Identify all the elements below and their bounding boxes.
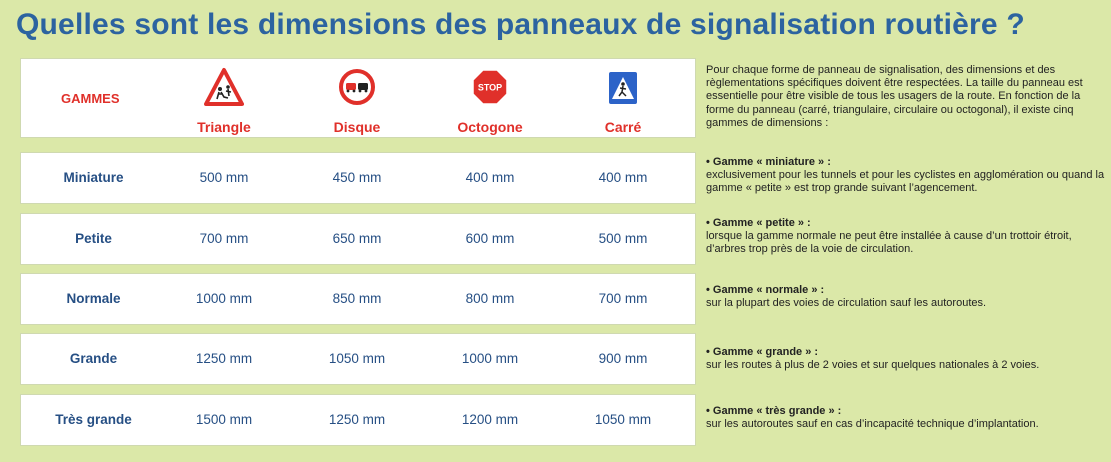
cell-disque: 1250 mm	[328, 412, 386, 427]
table-row: Normale 1000 mm 850 mm 800 mm 700 mm	[20, 273, 696, 325]
column-name: Octogone	[457, 119, 523, 135]
table-row: Grande 1250 mm 1050 mm 1000 mm 900 mm	[20, 333, 696, 385]
note-text: sur les autoroutes sauf en cas d’incapac…	[706, 418, 1039, 431]
cell-disque: 1050 mm	[328, 351, 386, 366]
cell-octogone: 400 mm	[465, 170, 515, 185]
note-normale: • Gamme « normale » : sur la plupart des…	[706, 284, 1106, 310]
cell-carre: 700 mm	[598, 291, 648, 306]
cell-disque: 850 mm	[332, 291, 382, 306]
octagon-stop-sign-icon: STOP	[472, 69, 508, 105]
page-title: Quelles sont les dimensions des panneaux…	[16, 8, 1025, 41]
cell-carre: 900 mm	[598, 351, 648, 366]
cell-triangle: 1500 mm	[195, 412, 253, 427]
disc-no-overtaking-sign-icon	[339, 69, 375, 105]
cell-carre: 1050 mm	[594, 412, 652, 427]
cell-carre: 400 mm	[598, 170, 648, 185]
cell-octogone: 1000 mm	[461, 351, 519, 366]
intro-paragraph: Pour chaque forme de panneau de signalis…	[706, 64, 1083, 129]
note-text: lorsque la gamme normale ne peut être in…	[706, 230, 1072, 256]
cell-triangle: 700 mm	[199, 231, 249, 246]
column-name: Triangle	[197, 119, 251, 135]
column-disque: Disque	[302, 67, 412, 135]
table-row: Petite 700 mm 650 mm 600 mm 500 mm	[20, 213, 696, 265]
table-header: GAMMES Triangle Disque STOP Octogone	[20, 58, 696, 138]
cell-triangle: 500 mm	[199, 170, 249, 185]
cell-disque: 650 mm	[332, 231, 382, 246]
table-row: Très grande 1500 mm 1250 mm 1200 mm 1050…	[20, 394, 696, 446]
note-text: sur la plupart des voies de circulation …	[706, 297, 987, 310]
note-title: • Gamme « normale » :	[706, 284, 825, 296]
note-petite: • Gamme « petite » : lorsque la gamme no…	[706, 217, 1106, 257]
row-label: Très grande	[55, 412, 132, 427]
note-title: • Gamme « grande » :	[706, 346, 819, 358]
note-title: • Gamme « très grande » :	[706, 405, 842, 417]
note-title: • Gamme « petite » :	[706, 217, 811, 229]
cell-octogone: 600 mm	[465, 231, 515, 246]
cell-octogone: 1200 mm	[461, 412, 519, 427]
cell-octogone: 800 mm	[465, 291, 515, 306]
note-title: • Gamme « miniature » :	[706, 156, 831, 168]
note-grande: • Gamme « grande » : sur les routes à pl…	[706, 346, 1106, 372]
cell-carre: 500 mm	[598, 231, 648, 246]
column-carre: Carré	[568, 67, 678, 135]
column-name: Disque	[333, 119, 381, 135]
row-label: Normale	[66, 291, 121, 306]
row-label: Miniature	[63, 170, 124, 185]
cell-triangle: 1000 mm	[195, 291, 253, 306]
note-miniature: • Gamme « miniature » : exclusivement po…	[706, 156, 1106, 196]
column-triangle: Triangle	[169, 67, 279, 135]
row-label: Petite	[75, 231, 112, 246]
row-label: Grande	[69, 351, 118, 366]
triangle-warning-sign-icon	[204, 68, 244, 106]
note-tres-grande: • Gamme « très grande » : sur les autoro…	[706, 405, 1106, 431]
column-name: Carré	[604, 119, 642, 135]
square-crosswalk-sign-icon	[609, 72, 637, 104]
table-row: Miniature 500 mm 450 mm 400 mm 400 mm	[20, 152, 696, 204]
cell-disque: 450 mm	[332, 170, 382, 185]
note-text: exclusivement pour les tunnels et pour l…	[706, 169, 1105, 195]
cell-triangle: 1250 mm	[195, 351, 253, 366]
column-octogone: STOP Octogone	[435, 67, 545, 135]
gammes-header-label: GAMMES	[61, 91, 120, 106]
stop-sign-text: STOP	[478, 83, 502, 93]
note-text: sur les routes à plus de 2 voies et sur …	[706, 359, 1040, 372]
